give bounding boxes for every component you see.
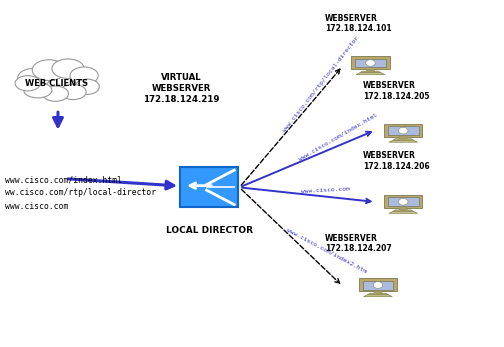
Polygon shape (367, 293, 389, 295)
Text: www.cisco.com: www.cisco.com (300, 186, 349, 194)
Circle shape (398, 127, 408, 134)
Text: WEBSERVER
172.18.124.206: WEBSERVER 172.18.124.206 (363, 151, 429, 171)
Text: www.cisco.com/index.html: www.cisco.com/index.html (298, 112, 379, 162)
Ellipse shape (32, 60, 66, 81)
Ellipse shape (18, 68, 50, 88)
Ellipse shape (75, 79, 99, 94)
Text: WEB CLIENTS: WEB CLIENTS (25, 79, 89, 88)
Polygon shape (360, 71, 381, 73)
Ellipse shape (52, 59, 84, 78)
Polygon shape (366, 69, 374, 71)
Polygon shape (374, 291, 382, 293)
Circle shape (373, 282, 383, 288)
Polygon shape (180, 167, 238, 207)
Text: www.cisco.com/rtp/local-director: www.cisco.com/rtp/local-director (282, 35, 360, 133)
Polygon shape (364, 295, 392, 297)
Text: VIRTUAL
WEBSERVER
172.18.124.219: VIRTUAL WEBSERVER 172.18.124.219 (143, 73, 220, 104)
Polygon shape (388, 197, 418, 206)
Ellipse shape (60, 84, 86, 100)
Polygon shape (389, 212, 417, 213)
Polygon shape (399, 137, 407, 139)
Polygon shape (355, 59, 386, 67)
Polygon shape (363, 281, 393, 289)
Text: WEBSERVER
172.18.124.101: WEBSERVER 172.18.124.101 (325, 14, 392, 33)
Text: WEBSERVER
172.18.124.207: WEBSERVER 172.18.124.207 (325, 234, 392, 253)
Polygon shape (359, 278, 397, 291)
Polygon shape (393, 139, 414, 141)
Polygon shape (399, 208, 407, 210)
Ellipse shape (24, 83, 52, 98)
Text: www.cisco.com/index2.htm: www.cisco.com/index2.htm (286, 228, 368, 274)
Ellipse shape (15, 76, 40, 91)
Circle shape (365, 60, 375, 66)
Circle shape (398, 198, 408, 205)
Ellipse shape (42, 86, 69, 101)
Text: www.cisco.com/index.html
ww.cisco.com/rtp/local-director
www.cisco.com: www.cisco.com/index.html ww.cisco.com/rt… (5, 175, 156, 211)
Polygon shape (393, 210, 414, 212)
Text: WEBSERVER
172.18.124.205: WEBSERVER 172.18.124.205 (363, 81, 429, 101)
Text: LOCAL DIRECTOR: LOCAL DIRECTOR (166, 226, 253, 235)
Polygon shape (388, 126, 418, 135)
Polygon shape (389, 141, 417, 142)
Polygon shape (351, 56, 390, 69)
Ellipse shape (70, 67, 98, 84)
Polygon shape (356, 73, 385, 75)
Polygon shape (384, 124, 422, 137)
Polygon shape (384, 195, 422, 208)
